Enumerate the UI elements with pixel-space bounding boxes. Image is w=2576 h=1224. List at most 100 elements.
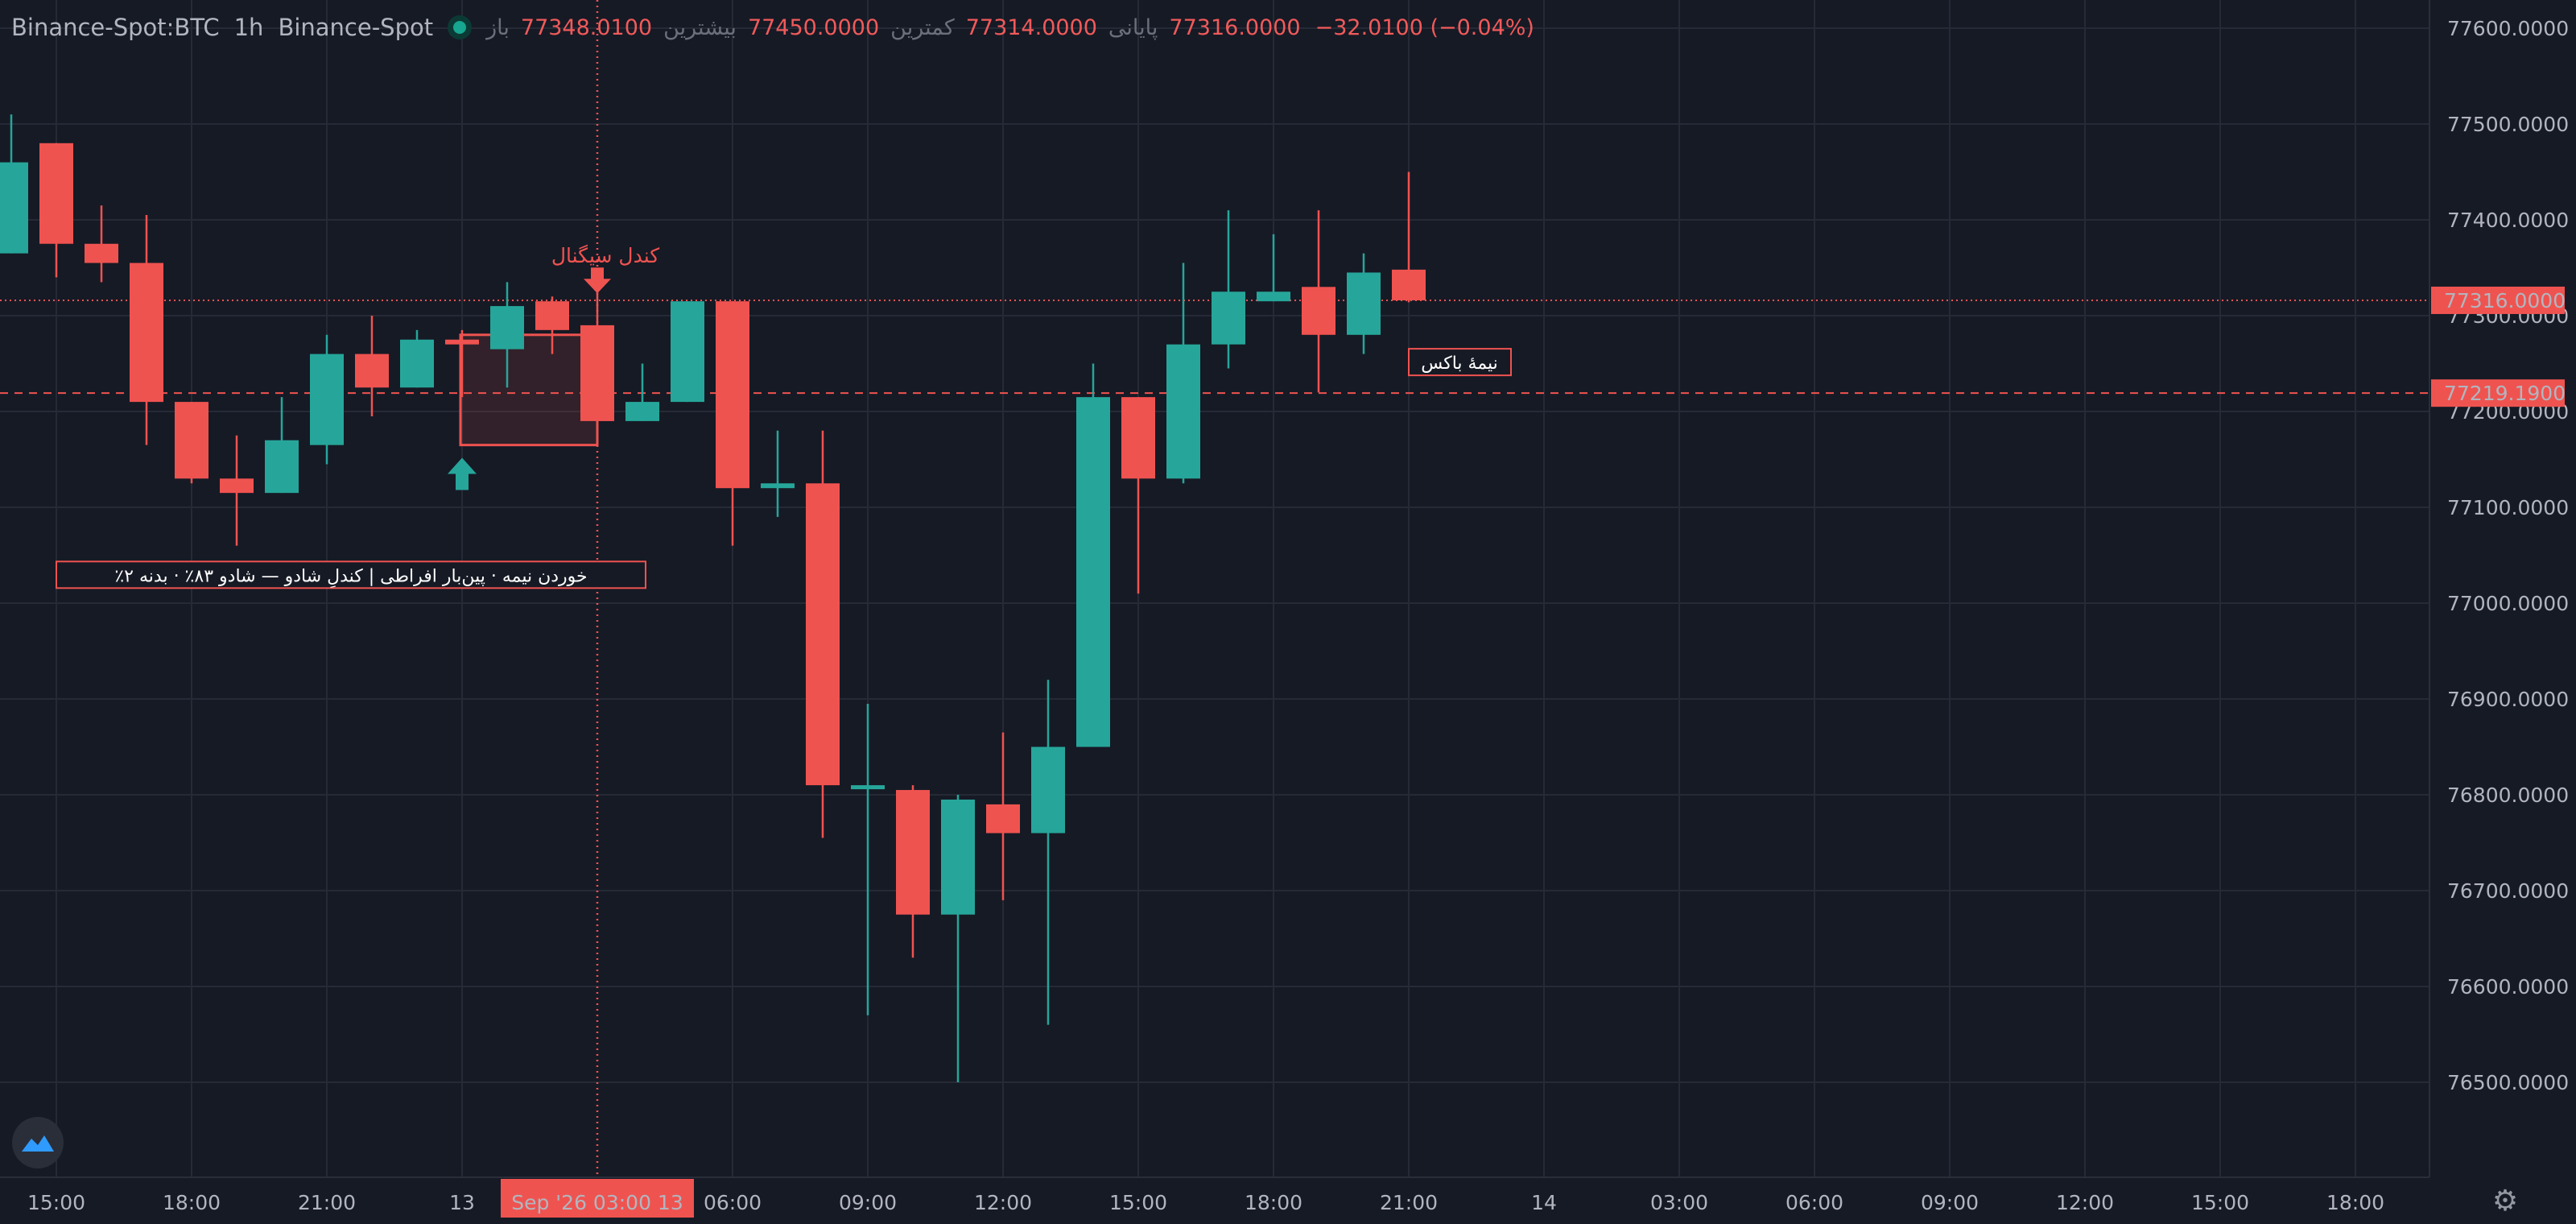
price-tick-label: 77000.0000 — [2447, 592, 2569, 615]
price-tick-label: 76500.0000 — [2447, 1071, 2569, 1094]
candle-body — [1121, 397, 1155, 479]
candle — [851, 703, 885, 1015]
exchange-label: Binance-Spot — [278, 14, 434, 41]
open-value: 77348.0100 — [520, 14, 653, 40]
candle — [0, 114, 28, 254]
candle — [1302, 210, 1335, 393]
candle — [716, 301, 749, 546]
candle-body — [39, 143, 73, 244]
candle-body — [1031, 746, 1065, 833]
candle-body — [1076, 397, 1110, 747]
settings-gear-icon[interactable]: ⚙ — [2491, 1185, 2519, 1218]
candle-body — [400, 339, 434, 388]
candle-body — [310, 354, 344, 445]
price-tick-label: 77100.0000 — [2447, 496, 2569, 519]
candle — [445, 329, 479, 398]
candle-body — [671, 301, 704, 403]
candle — [535, 296, 569, 354]
candle-body — [1257, 292, 1290, 302]
candle-body — [1302, 287, 1335, 335]
candle-body — [1347, 272, 1381, 335]
high-value: 77450.0000 — [747, 14, 880, 40]
low-label: کمترین — [890, 14, 955, 40]
candle-body — [1166, 344, 1200, 479]
time-tick-label: 18:00 — [163, 1191, 221, 1214]
chart-legend: Binance-Spot:BTC 1h Binance-Spot باز 773… — [11, 11, 1534, 43]
box-note-frame — [56, 560, 646, 589]
candle — [1347, 253, 1381, 354]
signal-zone-box — [459, 333, 599, 447]
logo-icon[interactable] — [12, 1117, 64, 1168]
candle — [1392, 172, 1426, 303]
signal-down-arrow-icon — [584, 267, 611, 294]
candle — [625, 363, 659, 421]
candle — [1212, 210, 1245, 369]
candle-body — [445, 339, 479, 345]
price-tag — [2431, 379, 2565, 407]
time-tick-label: 21:00 — [1380, 1191, 1438, 1214]
candle-body — [806, 483, 840, 786]
open-label: باز — [486, 14, 510, 40]
candle — [941, 795, 975, 1082]
price-tick-label: 77500.0000 — [2447, 113, 2569, 136]
candle — [806, 430, 840, 838]
price-tag-label: 77219.1900 — [2444, 382, 2566, 405]
price-tag — [2431, 286, 2565, 314]
candle-body — [986, 804, 1020, 833]
candle — [400, 329, 434, 388]
candle — [130, 215, 163, 445]
candle-body — [355, 354, 389, 388]
candle — [220, 435, 254, 546]
interval-label[interactable]: 1h — [233, 14, 264, 41]
price-tick-label: 76600.0000 — [2447, 975, 2569, 999]
change-value: −32.0100 (−0.04%) — [1315, 14, 1534, 40]
candle — [265, 397, 299, 494]
candle — [1031, 680, 1065, 1025]
candle-body — [535, 301, 569, 330]
candle-body — [761, 483, 795, 489]
high-label: بیشترین — [663, 14, 737, 40]
symbol-name[interactable]: Binance-Spot:BTC — [11, 14, 220, 41]
candle — [39, 143, 73, 278]
box-note-text: ٪خوردن نیمه · پین‌بار افراطی | کندلِ شاد… — [114, 566, 587, 589]
price-lines — [0, 299, 2429, 395]
candle — [490, 282, 524, 388]
candle-body — [220, 478, 254, 494]
candle — [1166, 263, 1200, 484]
ohlc-values: باز 77348.0100 بیشترین 77450.0000 کمترین… — [486, 15, 1301, 40]
time-tick-label: 09:00 — [1921, 1191, 1979, 1214]
annotations: کندل سیگنال ٪خوردن نیمه · پین‌بار افراطی … — [56, 0, 1512, 1177]
price-tick-label: 77400.0000 — [2447, 209, 2569, 232]
market-status-icon — [448, 15, 473, 39]
candle-body — [896, 790, 930, 915]
signal-zone — [459, 333, 599, 447]
time-tick-label: 14 — [1531, 1191, 1557, 1214]
time-tick-label: 06:00 — [1785, 1191, 1843, 1214]
candle-body — [851, 785, 885, 790]
entry-up-arrow-icon — [448, 457, 477, 490]
candle — [896, 785, 930, 958]
candle-body — [130, 263, 163, 403]
price-tick-label: 76800.0000 — [2447, 784, 2569, 807]
time-tick-label: 15:00 — [27, 1191, 85, 1214]
candle — [986, 732, 1020, 900]
signal-label: کندل سیگنال — [551, 244, 659, 267]
candle — [761, 430, 795, 517]
price-tick-label: 77600.0000 — [2447, 17, 2569, 40]
time-tick-label: 12:00 — [974, 1191, 1032, 1214]
time-tick-label: 18:00 — [1245, 1191, 1302, 1214]
candle-body — [1212, 292, 1245, 345]
candle — [355, 316, 389, 416]
price-tick-label: 76700.0000 — [2447, 879, 2569, 903]
candle — [1257, 234, 1290, 302]
time-tick-label: 06:00 — [704, 1191, 762, 1214]
candle — [310, 334, 344, 465]
time-tick-label: 21:00 — [298, 1191, 356, 1214]
crosshair-time-tag — [501, 1179, 694, 1218]
low-value: 77314.0000 — [965, 14, 1097, 40]
price-tick-label: 76900.0000 — [2447, 688, 2569, 711]
time-tick-label: 09:00 — [839, 1191, 897, 1214]
price-tag-label: 77316.0000 — [2444, 289, 2566, 312]
